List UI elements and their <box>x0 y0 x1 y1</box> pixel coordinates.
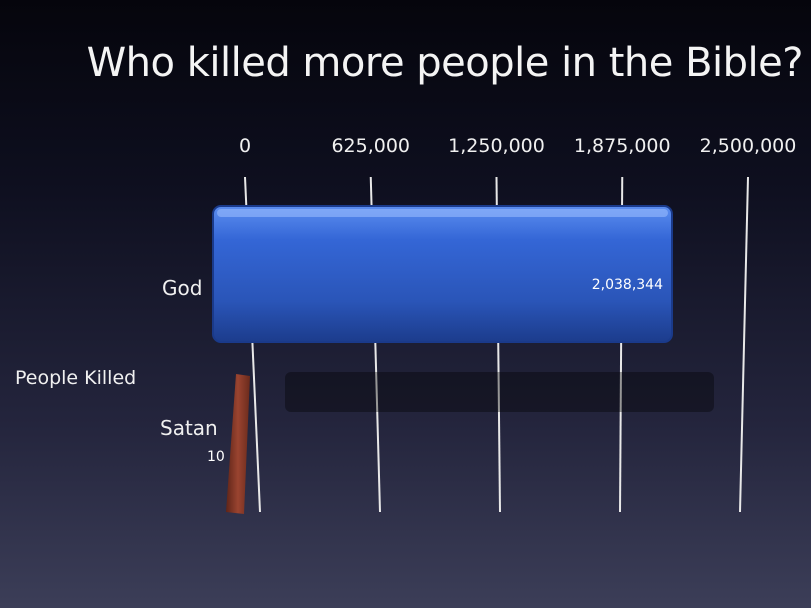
bar-god <box>212 205 673 343</box>
category-label-god: God <box>162 276 202 300</box>
gridline <box>739 176 749 513</box>
data-label-satan: 10 <box>207 449 225 465</box>
x-tick-label: 2,500,000 <box>700 135 797 157</box>
category-label-satan: Satan <box>160 416 218 440</box>
bar-shadow <box>285 372 714 412</box>
x-tick-label: 1,875,000 <box>574 135 671 157</box>
x-tick-label: 1,250,000 <box>448 135 545 157</box>
chart-title: Who killed more people in the Bible? <box>86 40 804 86</box>
series-label: People Killed <box>15 367 136 389</box>
x-tick-label: 0 <box>239 135 251 157</box>
bar-satan <box>226 374 250 514</box>
data-label-god: 2,038,344 <box>592 277 663 293</box>
bar-god-highlight <box>217 209 668 217</box>
x-tick-label: 625,000 <box>331 135 410 157</box>
